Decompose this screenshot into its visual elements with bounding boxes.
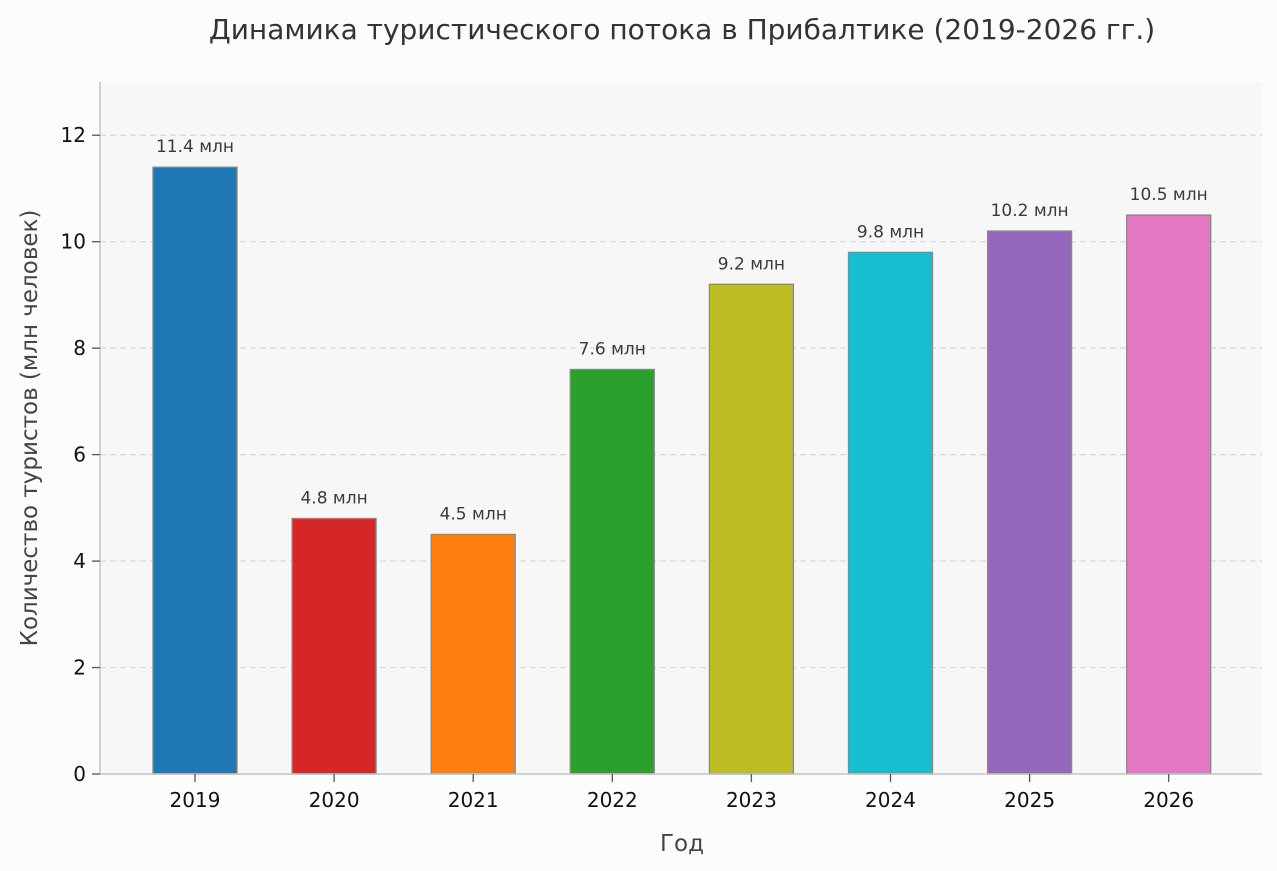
bar-2024 (847, 251, 934, 775)
x-tick-label: 2019 (170, 788, 221, 812)
bar-2020 (291, 517, 377, 775)
data-label: 9.8 млн (857, 222, 924, 242)
x-tick-label: 2024 (865, 788, 916, 812)
y-tick-label: 6 (73, 443, 86, 467)
x-tick-label: 2020 (309, 788, 360, 812)
data-labels: 11.4 млн 4.8 млн 4.5 млн 7.6 млн 9.2 млн 9.8 … (156, 137, 1208, 524)
data-label: 9.2 млн (718, 254, 785, 274)
axes (99, 82, 1262, 775)
bar-2019 (152, 166, 238, 775)
bar-2021 (430, 533, 516, 775)
data-label: 7.6 млн (579, 339, 646, 359)
x-axis-label: Год (660, 831, 704, 857)
x-tick-label: 2022 (587, 788, 638, 812)
x-ticks: 2019 2020 2021 2022 2023 2024 2025 2026 (170, 774, 1194, 812)
bar-2022 (569, 368, 655, 775)
y-ticks: 0 2 4 6 8 10 12 (61, 123, 100, 786)
bar-2025 (986, 230, 1073, 775)
data-label: 10.2 млн (991, 201, 1069, 221)
y-tick-label: 8 (73, 336, 86, 360)
data-label: 11.4 млн (156, 137, 234, 157)
bars (152, 166, 1212, 775)
y-axis-label: Количество туристов (млн человек) (17, 210, 43, 647)
data-label: 4.8 млн (300, 488, 367, 508)
y-tick-label: 10 (61, 230, 86, 254)
data-label: 10.5 млн (1130, 185, 1208, 205)
y-tick-label: 2 (73, 656, 86, 680)
data-label: 4.5 млн (440, 504, 507, 524)
x-tick-label: 2021 (448, 788, 499, 812)
plot-background (100, 82, 1262, 774)
y-tick-label: 4 (73, 549, 86, 573)
y-tick-label: 0 (73, 762, 86, 786)
x-tick-label: 2023 (726, 788, 777, 812)
x-tick-label: 2026 (1143, 788, 1194, 812)
y-tick-label: 12 (61, 123, 86, 147)
chart-title: Динамика туристического потока в Прибалт… (209, 13, 1155, 46)
bar-2023 (708, 283, 795, 775)
x-tick-label: 2025 (1004, 788, 1055, 812)
bar-2026 (1126, 214, 1212, 775)
